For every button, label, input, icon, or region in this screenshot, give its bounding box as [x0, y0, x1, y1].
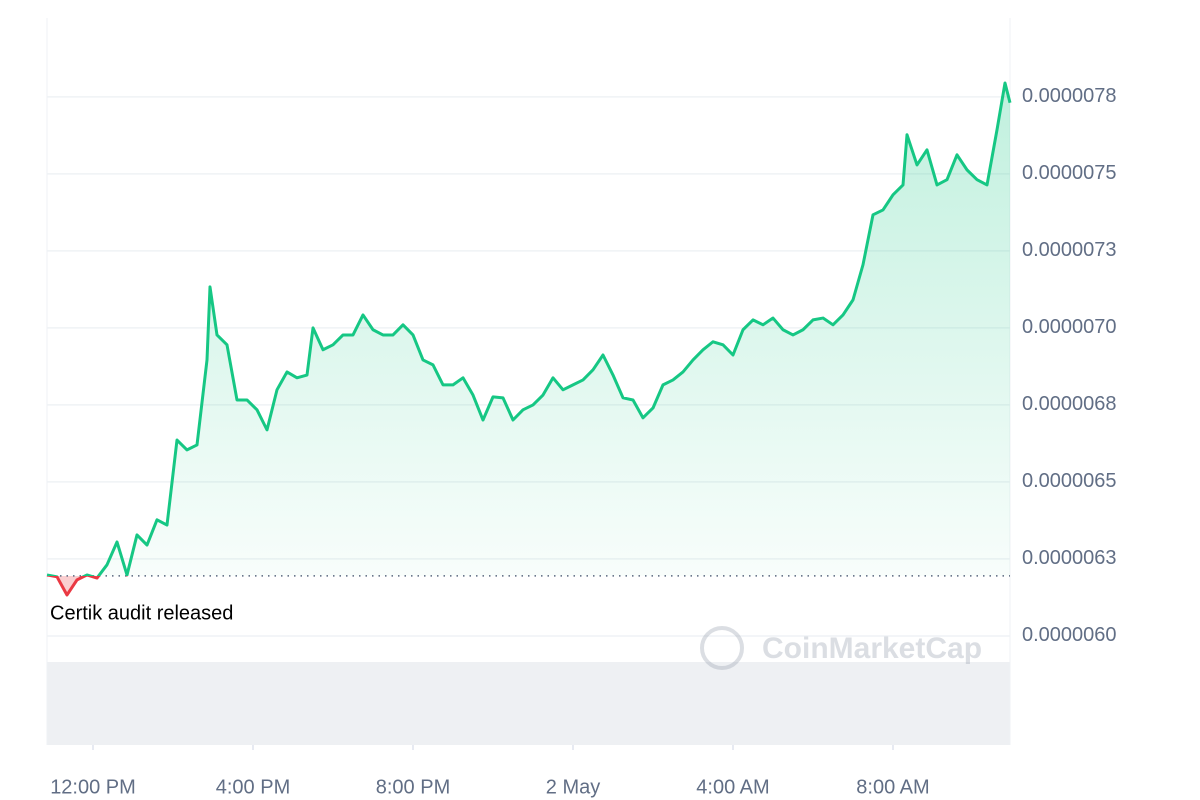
y-tick-label: 0.0000075 — [1022, 162, 1117, 184]
x-tick-label: 12:00 PM — [50, 776, 136, 798]
annotation: Certik audit released — [50, 602, 233, 624]
watermark: CoinMarketCap — [700, 626, 982, 670]
y-tick-label: 0.0000063 — [1022, 547, 1117, 569]
y-tick-label: 0.0000065 — [1022, 470, 1117, 492]
x-tick-label: 2 May — [546, 776, 600, 798]
x-tick-label: 8:00 AM — [856, 776, 929, 798]
x-tick-label: 4:00 AM — [696, 776, 769, 798]
y-tick-label: 0.0000078 — [1022, 85, 1117, 107]
plot — [46, 81, 1012, 597]
volume-backdrop — [47, 662, 1010, 745]
y-tick-label: 0.0000073 — [1022, 239, 1117, 261]
x-tick-label: 4:00 PM — [216, 776, 290, 798]
x-tick-label: 8:00 PM — [376, 776, 450, 798]
y-tick-label: 0.0000068 — [1022, 393, 1117, 415]
price-area — [47, 83, 1010, 595]
y-tick-label: 0.0000070 — [1022, 316, 1117, 338]
y-tick-label: 0.0000060 — [1022, 624, 1117, 646]
price-line — [46, 81, 1012, 597]
watermark-text: CoinMarketCap — [762, 632, 982, 665]
watermark-logo — [700, 626, 744, 670]
